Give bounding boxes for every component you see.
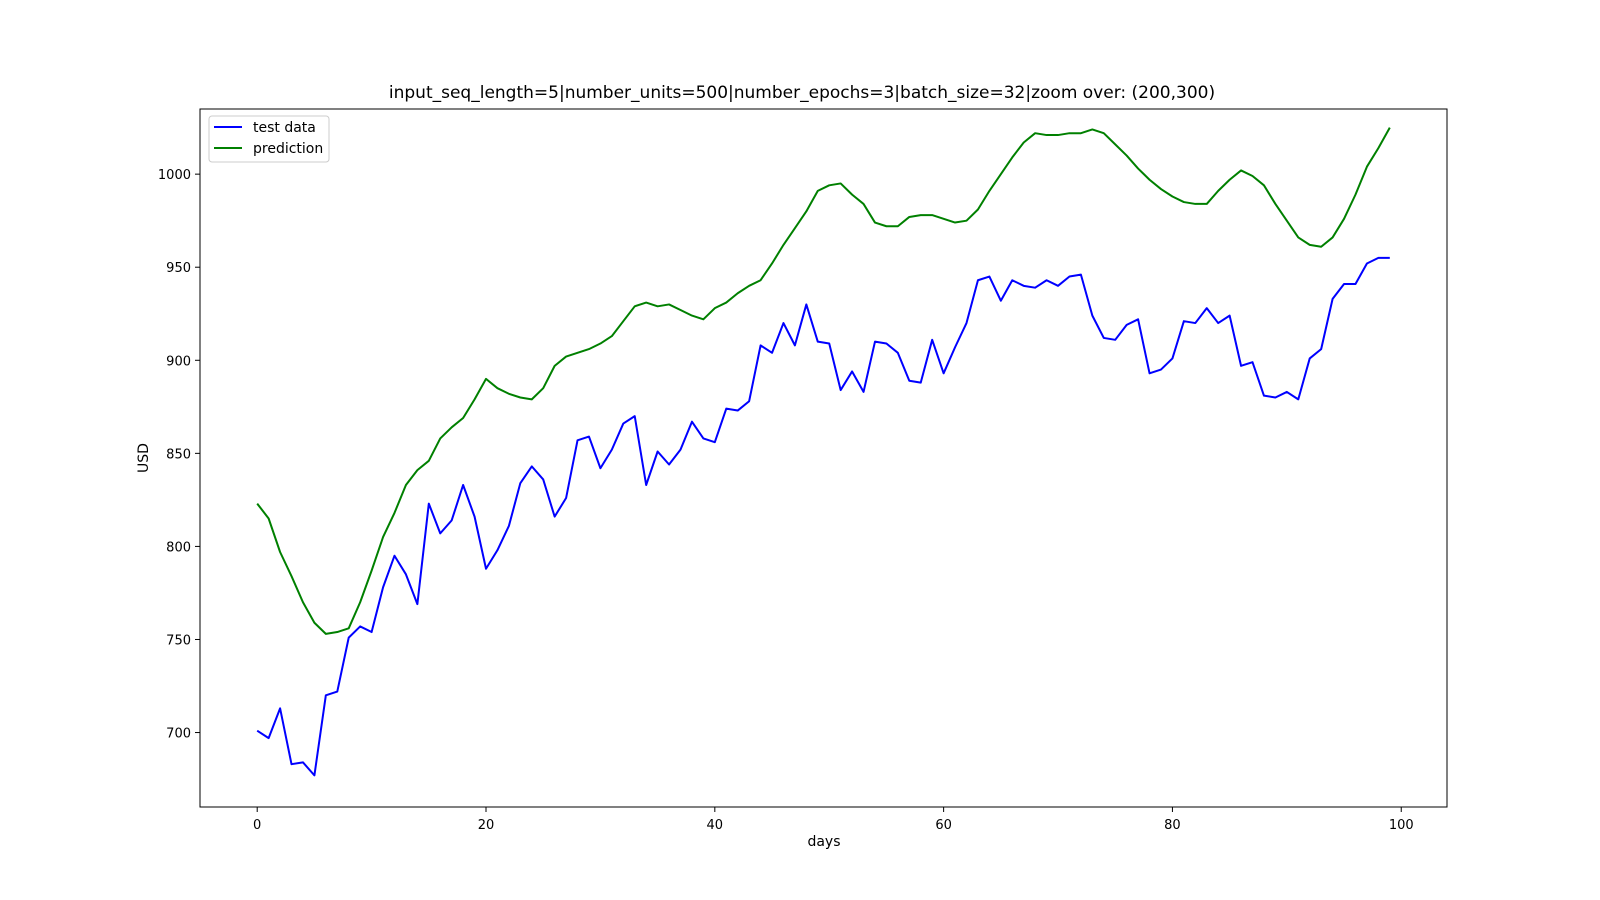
x-axis: 0 20 40 60 80 100: [253, 807, 1414, 833]
x-tick-label: 100: [1389, 818, 1414, 833]
y-tick-label: 900: [166, 354, 191, 369]
x-tick-label: 20: [478, 818, 495, 833]
y-axis-label: USD: [136, 443, 152, 473]
x-tick-label: 60: [935, 818, 952, 833]
chart-title: input_seq_length=5|number_units=500|numb…: [389, 83, 1215, 103]
legend-label-prediction: prediction: [253, 141, 323, 157]
series-line-test-data: [256, 256, 1390, 777]
legend-label-test-data: test data: [253, 120, 316, 136]
y-tick-label: 800: [166, 540, 191, 555]
y-tick-label: 950: [166, 261, 191, 276]
legend: test data prediction: [208, 115, 330, 163]
y-tick-label: 850: [166, 447, 191, 462]
y-tick-label: 1000: [158, 168, 191, 183]
plot-area: [256, 127, 1391, 777]
x-tick-label: 40: [707, 818, 724, 833]
y-axis: 700 750 800 850 900 950 1000: [158, 168, 200, 742]
x-tick-label: 0: [253, 818, 261, 833]
y-tick-label: 700: [166, 727, 191, 742]
plot-frame: [199, 108, 1448, 808]
series-line-prediction: [256, 127, 1391, 635]
x-tick-label: 80: [1164, 818, 1181, 833]
y-tick-label: 750: [166, 633, 191, 648]
x-axis-label: days: [807, 834, 840, 850]
